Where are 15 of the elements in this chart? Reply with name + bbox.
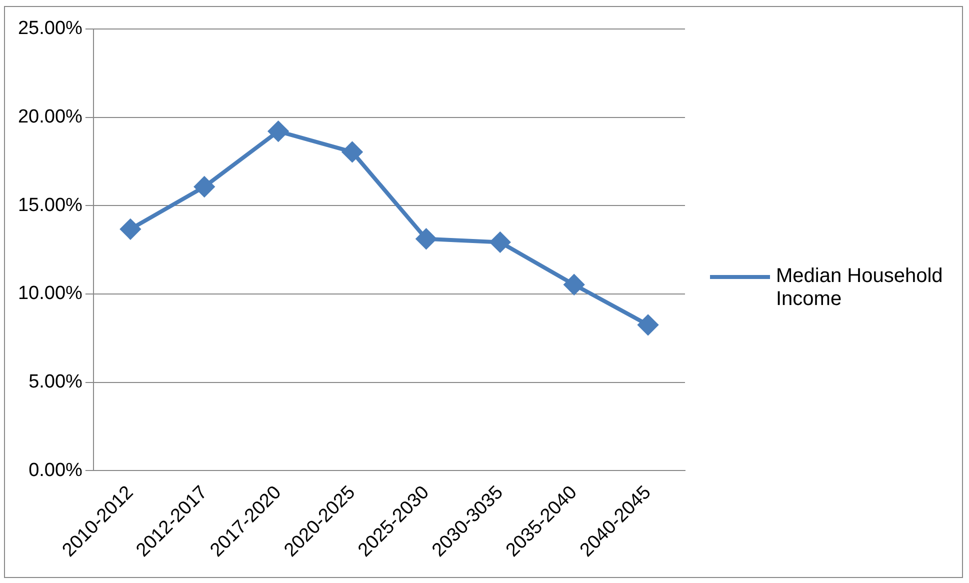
point	[120, 219, 140, 240]
legend-label: Median Household Income	[776, 265, 944, 311]
y-tick-label: 20.00%	[18, 106, 83, 128]
y-tick-label: 0.00%	[28, 460, 83, 481]
point	[564, 274, 584, 295]
y-tick-label: 15.00%	[18, 194, 83, 216]
point	[490, 232, 510, 252]
point	[416, 228, 436, 249]
y-tick-label: 5.00%	[28, 372, 83, 393]
y-tick-label: 25.00%	[18, 18, 83, 40]
point	[638, 314, 658, 335]
point	[342, 142, 362, 162]
point	[268, 121, 288, 142]
y-tick-label: 10.00%	[18, 283, 83, 304]
point	[194, 176, 214, 197]
